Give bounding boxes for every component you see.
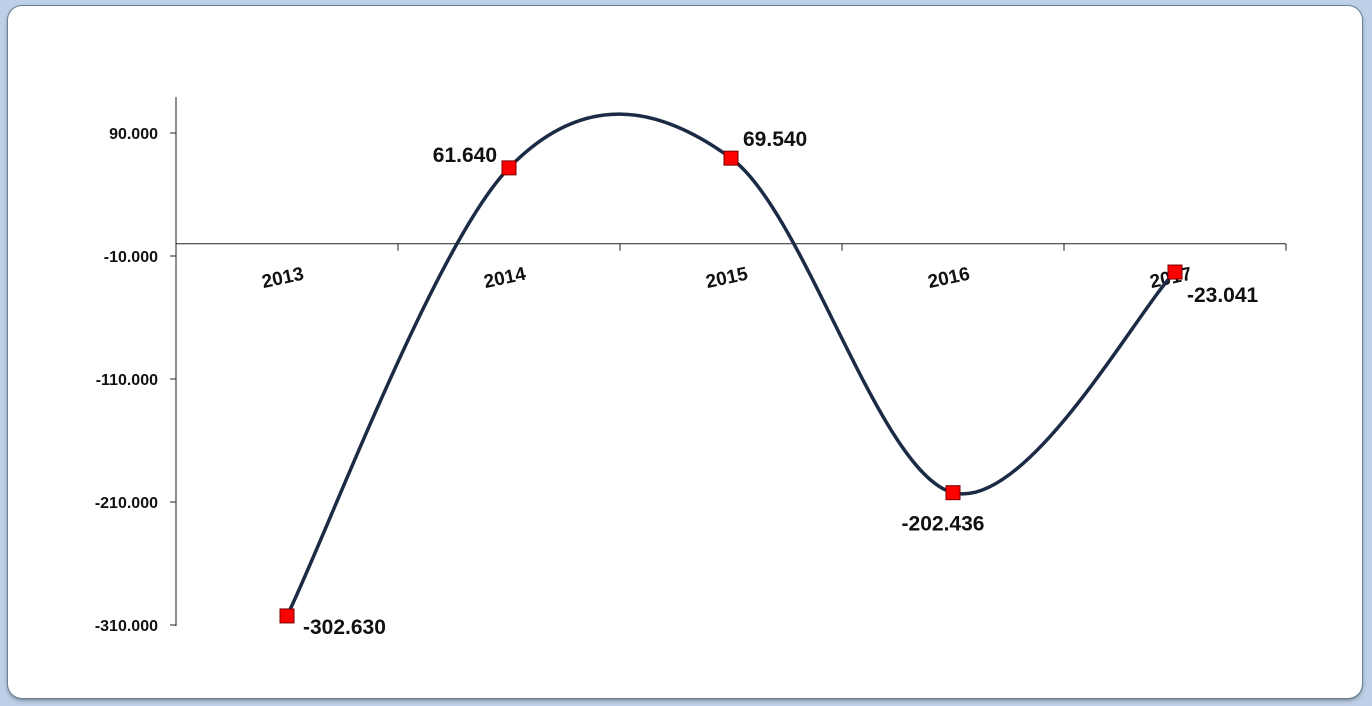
data-point-marker [501,160,517,176]
x-tick-label: 2015 [704,264,750,293]
y-axis: 90.000 -10.000 -110.000 -210.000 -310.000 [95,97,177,635]
series-line-group [285,112,1177,617]
y-tick-label: -310.000 [95,618,158,635]
data-label: -202.436 [902,513,985,536]
y-tick-label: -210.000 [95,495,158,512]
data-label: 61.640 [433,144,497,167]
data-label: -23.041 [1187,284,1259,307]
data-point-marker [945,485,961,501]
x-tick-label: 2014 [482,264,528,293]
data-labels: -302.630 61.640 69.540 -202.436 -23.041 [303,128,1259,639]
y-tick-label: 90.000 [109,126,158,143]
x-axis: 20132014201520162017 [175,243,1287,293]
series-line [285,112,1177,617]
data-point-marker [279,608,295,624]
data-label: -302.630 [303,616,386,639]
data-label: 69.540 [743,128,807,151]
data-point-marker [723,150,739,166]
data-markers [279,150,1183,624]
x-tick-label: 2016 [926,264,972,293]
data-point-marker [1167,264,1183,280]
y-tick-label: -10.000 [104,249,158,266]
y-tick-label: -110.000 [96,372,158,389]
x-tick-label: 2013 [260,264,306,293]
chart-card [8,6,1362,698]
